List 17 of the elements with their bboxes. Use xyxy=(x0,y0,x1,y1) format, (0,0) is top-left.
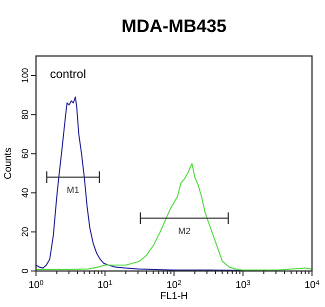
x-axis-title: FL1-H xyxy=(160,291,188,302)
series-label: M1 xyxy=(66,185,80,196)
y-tick-label: 40 xyxy=(20,188,30,198)
x-tick-label: 10$^{4}$ xyxy=(304,280,320,291)
x-tick-label: 10$^{2}$ xyxy=(166,280,182,291)
x-tick-label: 10$^{1}$ xyxy=(97,280,113,291)
y-tick-label: 0 xyxy=(20,268,30,274)
x-tick-label: 10$^{0}$ xyxy=(28,280,44,291)
chart-title: MDA-MB435 xyxy=(121,16,227,36)
y-axis-title: Counts xyxy=(3,148,14,180)
y-tick-label: 60 xyxy=(20,148,30,159)
y-tick-label: 100 xyxy=(20,68,30,84)
annotation: control xyxy=(50,67,86,81)
y-tick-label: 20 xyxy=(20,226,30,237)
y-tick-label: 80 xyxy=(20,110,30,120)
x-tick-label: 10$^{3}$ xyxy=(235,280,251,291)
series-label: M2 xyxy=(178,226,191,236)
